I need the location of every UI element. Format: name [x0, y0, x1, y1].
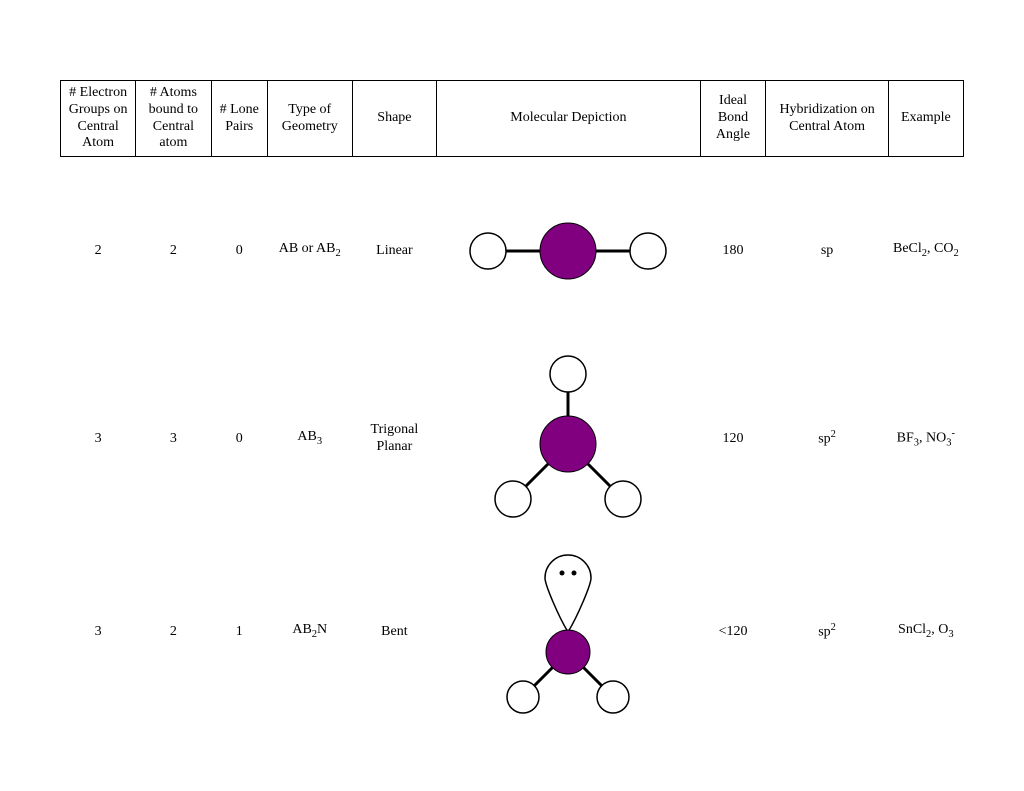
cell-electron-groups: 2 [61, 157, 136, 346]
cell-lone-pairs: 0 [211, 345, 267, 533]
cell-hybridization: sp2 [766, 345, 888, 533]
cell-molecular-depiction [437, 157, 700, 346]
cell-atoms-bound: 3 [136, 345, 211, 533]
col-header-type-geometry: Type of Geometry [267, 81, 352, 157]
cell-shape: Bent [352, 533, 437, 731]
cell-bond-angle: 180 [700, 157, 766, 346]
header-row: # Electron Groups on Central Atom # Atom… [61, 81, 964, 157]
cell-example: BF3, NO3- [888, 345, 963, 533]
cell-electron-groups: 3 [61, 533, 136, 731]
cell-bond-angle: 120 [700, 345, 766, 533]
cell-shape: Trigonal Planar [352, 345, 437, 533]
cell-bond-angle: <120 [700, 533, 766, 731]
cell-hybridization: sp2 [766, 533, 888, 731]
col-header-shape: Shape [352, 81, 437, 157]
cell-molecular-depiction [437, 533, 700, 731]
cell-lone-pairs: 0 [211, 157, 267, 346]
table-row: 3 3 0 AB3 Trigonal Planar 120 sp2 BF3, N… [61, 345, 964, 533]
page: # Electron Groups on Central Atom # Atom… [0, 0, 1024, 771]
cell-example: SnCl2, O3 [888, 533, 963, 731]
col-header-molecular-depiction: Molecular Depiction [437, 81, 700, 157]
cell-lone-pairs: 1 [211, 533, 267, 731]
vsepr-table: # Electron Groups on Central Atom # Atom… [60, 80, 964, 731]
table-header: # Electron Groups on Central Atom # Atom… [61, 81, 964, 157]
col-header-example: Example [888, 81, 963, 157]
table-body: 2 2 0 AB or AB2 Linear 180 sp BeCl2, CO2… [61, 157, 964, 732]
table-row: 3 2 1 AB2N Bent <120 sp2 SnCl2, O3 [61, 533, 964, 731]
cell-hybridization: sp [766, 157, 888, 346]
cell-molecular-depiction [437, 345, 700, 533]
col-header-hybridization: Hybridization on Central Atom [766, 81, 888, 157]
col-header-atoms-bound: # Atoms bound to Central atom [136, 81, 211, 157]
col-header-lone-pairs: # Lone Pairs [211, 81, 267, 157]
cell-electron-groups: 3 [61, 345, 136, 533]
col-header-electron-groups: # Electron Groups on Central Atom [61, 81, 136, 157]
cell-atoms-bound: 2 [136, 157, 211, 346]
cell-type-geometry: AB3 [267, 345, 352, 533]
col-header-ideal-bond-angle: Ideal Bond Angle [700, 81, 766, 157]
cell-example: BeCl2, CO2 [888, 157, 963, 346]
cell-type-geometry: AB2N [267, 533, 352, 731]
cell-type-geometry: AB or AB2 [267, 157, 352, 346]
cell-atoms-bound: 2 [136, 533, 211, 731]
cell-shape: Linear [352, 157, 437, 346]
table-row: 2 2 0 AB or AB2 Linear 180 sp BeCl2, CO2 [61, 157, 964, 346]
